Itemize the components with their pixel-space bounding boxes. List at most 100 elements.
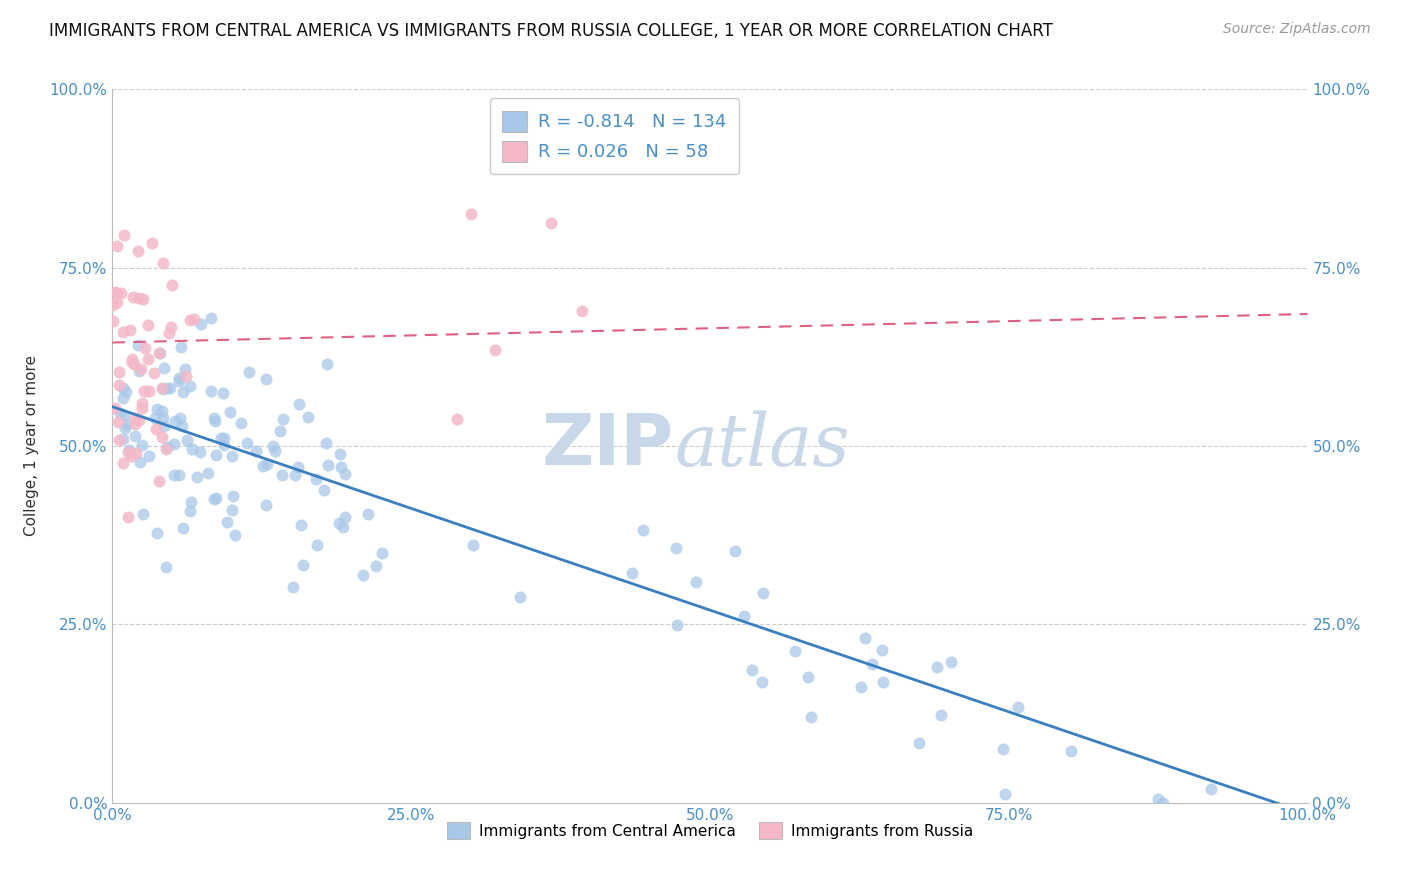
- Point: [872, 675, 894, 690]
- Point: [256, 457, 278, 471]
- Point: [152, 255, 174, 269]
- Point: [264, 444, 287, 458]
- Text: IMMIGRANTS FROM CENTRAL AMERICA VS IMMIGRANTS FROM RUSSIA COLLEGE, 1 YEAR OR MOR: IMMIGRANTS FROM CENTRAL AMERICA VS IMMIG…: [49, 22, 1053, 40]
- Point: [332, 520, 354, 534]
- Point: [125, 445, 148, 459]
- Point: [797, 670, 820, 684]
- Point: [1007, 700, 1029, 714]
- Point: [112, 325, 135, 339]
- Point: [115, 417, 138, 432]
- Point: [460, 207, 482, 221]
- Point: [925, 659, 948, 673]
- Point: [665, 541, 688, 556]
- Point: [128, 413, 150, 427]
- Point: [124, 429, 146, 443]
- Point: [155, 559, 177, 574]
- Point: [315, 436, 337, 450]
- Point: [991, 742, 1014, 756]
- Point: [112, 408, 135, 422]
- Point: [169, 411, 191, 425]
- Point: [733, 609, 755, 624]
- Point: [329, 447, 352, 461]
- Point: [571, 303, 593, 318]
- Point: [176, 433, 198, 447]
- Point: [284, 468, 307, 483]
- Point: [172, 521, 194, 535]
- Point: [112, 227, 135, 242]
- Point: [291, 558, 314, 572]
- Point: [146, 526, 169, 541]
- Point: [352, 568, 374, 582]
- Point: [124, 417, 146, 431]
- Point: [221, 502, 243, 516]
- Point: [200, 311, 222, 326]
- Point: [907, 736, 929, 750]
- Text: atlas: atlas: [675, 410, 849, 482]
- Point: [122, 290, 145, 304]
- Point: [114, 420, 136, 434]
- Point: [287, 459, 309, 474]
- Point: [231, 417, 253, 431]
- Point: [163, 467, 186, 482]
- Point: [357, 507, 380, 521]
- Point: [128, 364, 150, 378]
- Point: [297, 410, 319, 425]
- Point: [170, 419, 193, 434]
- Point: [269, 425, 291, 439]
- Point: [666, 617, 689, 632]
- Point: [120, 450, 142, 464]
- Point: [209, 432, 232, 446]
- Point: [176, 369, 198, 384]
- Text: Source: ZipAtlas.com: Source: ZipAtlas.com: [1223, 22, 1371, 37]
- Point: [446, 411, 468, 425]
- Point: [107, 415, 129, 429]
- Point: [752, 586, 775, 600]
- Point: [179, 504, 201, 518]
- Point: [129, 362, 152, 376]
- Point: [173, 362, 195, 376]
- Point: [186, 470, 208, 484]
- Point: [152, 382, 174, 396]
- Point: [484, 343, 506, 357]
- Point: [124, 411, 146, 425]
- Point: [105, 286, 128, 301]
- Y-axis label: College, 1 year or more: College, 1 year or more: [24, 356, 38, 536]
- Point: [202, 410, 225, 425]
- Point: [105, 238, 128, 252]
- Legend: Immigrants from Central America, Immigrants from Russia: Immigrants from Central America, Immigra…: [441, 816, 979, 845]
- Point: [214, 431, 236, 445]
- Point: [111, 391, 134, 405]
- Point: [142, 366, 165, 380]
- Point: [221, 449, 243, 463]
- Point: [157, 326, 180, 340]
- Point: [136, 351, 159, 366]
- Point: [685, 575, 707, 590]
- Point: [153, 360, 176, 375]
- Point: [252, 458, 274, 473]
- Point: [371, 546, 394, 560]
- Point: [245, 444, 267, 458]
- Point: [316, 357, 339, 371]
- Point: [204, 413, 226, 427]
- Point: [107, 378, 129, 392]
- Point: [149, 346, 172, 360]
- Point: [312, 483, 335, 497]
- Point: [167, 371, 190, 385]
- Point: [101, 314, 124, 328]
- Point: [156, 440, 179, 454]
- Point: [134, 341, 156, 355]
- Point: [262, 439, 284, 453]
- Point: [155, 442, 177, 457]
- Point: [328, 516, 350, 530]
- Point: [540, 216, 562, 230]
- Point: [509, 590, 531, 604]
- Point: [150, 381, 173, 395]
- Point: [132, 508, 155, 522]
- Point: [108, 365, 131, 379]
- Point: [215, 516, 238, 530]
- Point: [160, 319, 183, 334]
- Point: [107, 294, 129, 309]
- Point: [181, 442, 204, 456]
- Point: [1201, 781, 1223, 796]
- Point: [104, 401, 127, 416]
